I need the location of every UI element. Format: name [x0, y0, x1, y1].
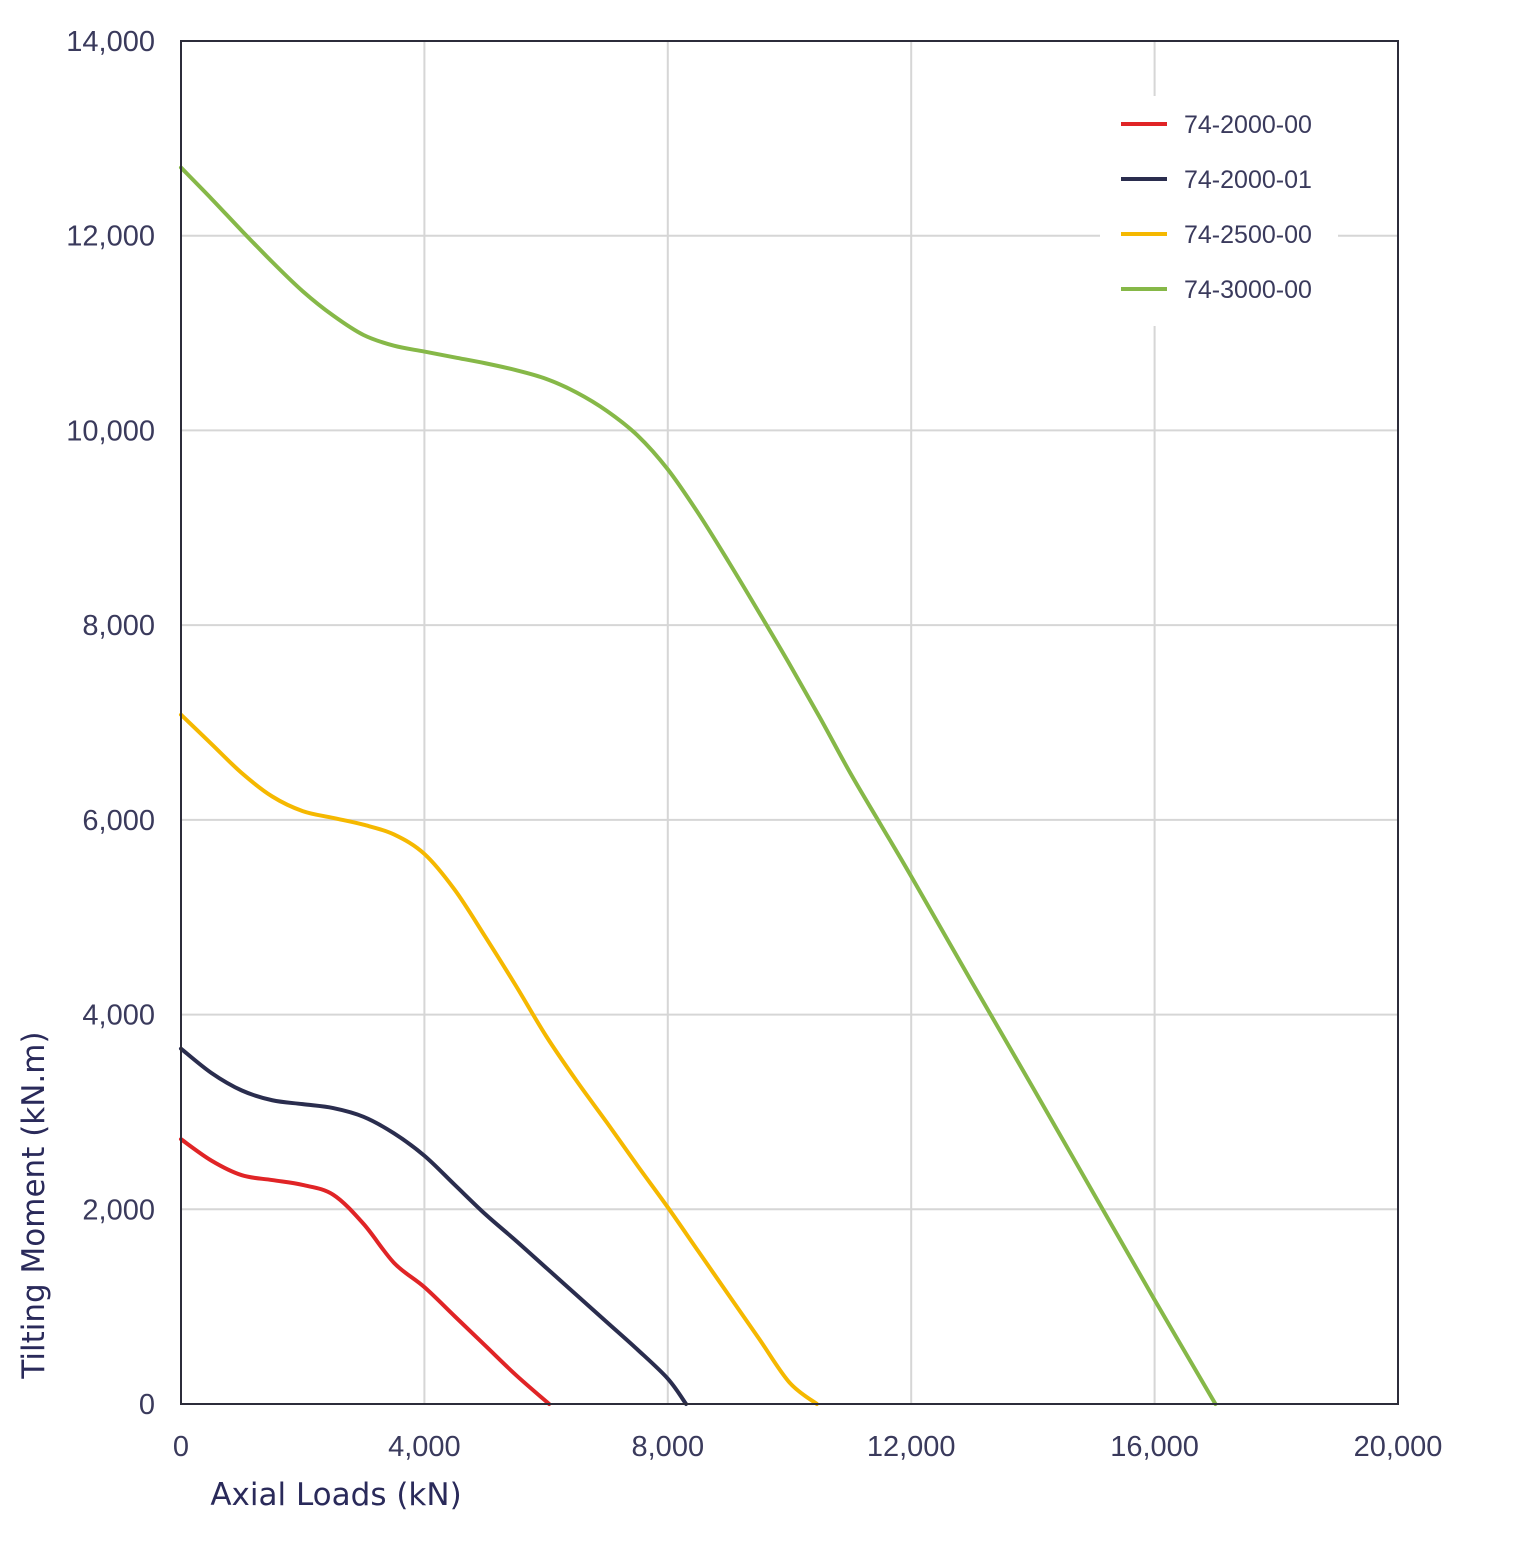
- x-tick-label: 16,000: [1110, 1431, 1199, 1463]
- y-tick-label: 14,000: [66, 26, 155, 58]
- series-line-3: [179, 712, 819, 1406]
- y-tick-label: 4,000: [82, 1000, 155, 1032]
- series-lines: [179, 165, 1218, 1406]
- series-line-4: [179, 165, 1218, 1406]
- x-tick-label: 12,000: [867, 1431, 956, 1463]
- y-tick-label: 12,000: [66, 221, 155, 253]
- y-axis-ticks: 0 2,000 4,000 6,000 8,000 10,000 12,000 14,000: [66, 26, 155, 1421]
- plot-area-frame: [180, 40, 1399, 1405]
- series-line-1: [179, 1137, 552, 1406]
- x-tick-label: 0: [173, 1431, 189, 1463]
- y-tick-label: 10,000: [66, 415, 155, 447]
- x-axis-ticks: 0 4,000 8,000 12,000 16,000 20,000: [173, 1431, 1442, 1463]
- x-tick-label: 8,000: [632, 1431, 705, 1463]
- legend-label: 74-2500-00: [1184, 221, 1312, 249]
- x-tick-label: 20,000: [1354, 1431, 1443, 1463]
- y-tick-label: 2,000: [82, 1194, 155, 1226]
- legend-label: 74-2000-01: [1184, 166, 1312, 194]
- y-tick-label: 6,000: [82, 805, 155, 837]
- y-axis-title: Tilting Moment (kN.m): [16, 1031, 52, 1379]
- y-tick-label: 8,000: [82, 610, 155, 642]
- series-line-2: [179, 1046, 689, 1406]
- legend-label: 74-3000-00: [1184, 276, 1312, 304]
- x-tick-label: 4,000: [388, 1431, 461, 1463]
- x-axis-title: Axial Loads (kN): [210, 1477, 461, 1513]
- legend-label: 74-2000-00: [1184, 111, 1312, 139]
- y-tick-label: 0: [139, 1389, 155, 1421]
- legend: 74-2000-00 74-2000-01 74-2500-00 74-3000-00: [1100, 96, 1338, 326]
